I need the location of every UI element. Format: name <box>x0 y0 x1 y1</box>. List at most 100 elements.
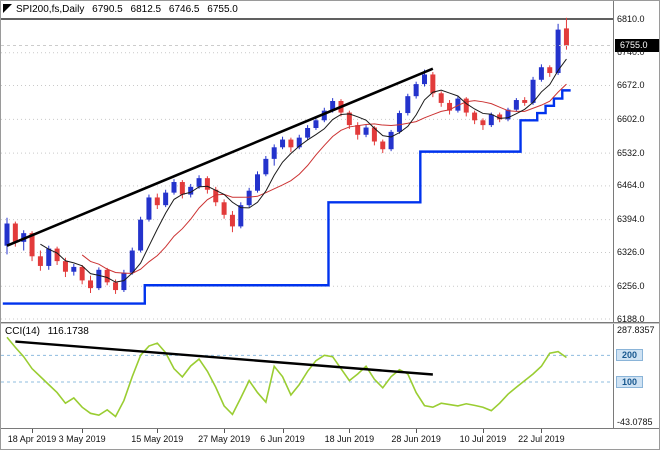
price-axis[interactable]: 6755.0 6810.0 6740.0 6672.0 6602.0 6532.0 646… <box>613 1 659 324</box>
candle-body <box>413 84 419 97</box>
candle-body <box>288 139 294 148</box>
cci-indicator-panel[interactable]: CCI(14) 116.1738 <box>1 324 613 428</box>
price-tick-label: 6326.0 <box>617 246 645 257</box>
cci-trendline[interactable] <box>15 340 433 376</box>
candle-body <box>54 248 60 262</box>
time-tick-label: 22 Jul 2019 <box>518 434 565 444</box>
candle-body <box>346 112 352 126</box>
candle-body <box>229 214 235 227</box>
time-tick-mark <box>32 429 34 433</box>
price-tick-label: 6464.0 <box>617 180 645 191</box>
candle-body <box>37 256 43 266</box>
candle-body <box>438 93 444 103</box>
candle-body <box>488 114 494 126</box>
time-tick-label: 15 May 2019 <box>131 434 184 444</box>
price-tick-label: 6256.0 <box>617 280 645 291</box>
candle-body <box>221 202 227 215</box>
cci-level-badge: 200 <box>616 349 643 362</box>
candle-body <box>530 79 536 103</box>
candle-body <box>522 100 528 103</box>
time-tick-mark <box>349 429 351 433</box>
cci-axis[interactable]: 287.8357 -43.0785 200 100 <box>613 324 659 428</box>
price-tick-label: 6394.0 <box>617 214 645 225</box>
candle-body <box>12 223 18 242</box>
time-tick-label: 3 May 2019 <box>58 434 106 444</box>
time-tick-label: 18 Jun 2019 <box>324 434 375 444</box>
candle-body <box>430 74 436 94</box>
stop-step-line <box>2 89 571 305</box>
time-tick-label: 18 Apr 2019 <box>7 434 57 444</box>
current-price-badge: 6755.0 <box>615 39 659 53</box>
price-tick-label: 6602.0 <box>617 113 645 124</box>
candle-body <box>538 67 544 80</box>
candle-body <box>121 272 127 291</box>
candlestick-chart[interactable] <box>1 1 613 322</box>
candle-body <box>179 182 185 195</box>
candle-body <box>547 67 553 74</box>
price-tick-label: 6810.0 <box>617 13 645 24</box>
price-tick-label: 6532.0 <box>617 147 645 158</box>
cci-scale-max: 287.8357 <box>617 325 655 335</box>
price-chart-panel[interactable]: SPI200,fs,Daily 6790.5 6812.5 6746.5 675… <box>1 1 613 322</box>
cci-chart[interactable] <box>1 324 613 428</box>
candle-body <box>455 98 461 111</box>
candle-body <box>480 120 486 126</box>
candle-body <box>472 112 478 121</box>
candle-body <box>563 28 569 46</box>
open-value: 6790.5 <box>92 4 123 15</box>
time-tick-mark <box>224 429 226 433</box>
time-tick-label: 28 Jun 2019 <box>391 434 441 444</box>
candle-body <box>104 269 110 283</box>
candle-body <box>62 261 68 272</box>
time-tick-label: 27 May 2019 <box>198 434 251 444</box>
candle-body <box>313 120 319 129</box>
candle-body <box>196 178 202 187</box>
chart-marker-icon <box>3 4 12 13</box>
candle-body <box>4 223 10 246</box>
candle-body <box>154 197 160 206</box>
time-tick-mark <box>416 429 418 433</box>
candle-body <box>238 205 244 227</box>
cci-level-badge: 100 <box>616 375 643 388</box>
candle-body <box>405 96 411 114</box>
candle-body <box>171 182 177 193</box>
ma-slow-line <box>81 83 567 274</box>
candle-body <box>355 125 361 135</box>
candle-body <box>396 113 402 132</box>
close-value: 6755.0 <box>207 4 238 15</box>
candle-body <box>246 190 252 206</box>
candle-body <box>497 114 503 120</box>
candle-body <box>204 178 210 190</box>
cci-value: 116.1738 <box>47 326 89 337</box>
candle-body <box>363 127 369 135</box>
time-tick-mark <box>282 429 284 433</box>
price-trendline[interactable] <box>6 67 434 247</box>
candle-body <box>321 110 327 121</box>
candle-body <box>188 186 194 195</box>
panel-splitter[interactable] <box>1 322 659 324</box>
candle-body <box>213 189 219 203</box>
candle-body <box>255 174 260 191</box>
candle-body <box>330 100 336 111</box>
candle-body <box>380 141 386 150</box>
ma-fast-line <box>40 58 567 283</box>
candle-body <box>505 109 511 120</box>
candle-body <box>129 250 135 273</box>
price-tick-label: 6740.0 <box>617 47 645 58</box>
time-axis[interactable]: 18 Apr 2019 3 May 2019 15 May 2019 27 May 2… <box>1 428 659 449</box>
price-tick-label: 6188.0 <box>617 313 645 324</box>
candle-body <box>305 128 311 138</box>
symbol-label: SPI200,fs,Daily <box>16 4 85 15</box>
price-tick-label: 6672.0 <box>617 80 645 91</box>
candle-body <box>555 29 561 74</box>
time-tick-mark <box>541 429 543 433</box>
cci-name: CCI(14) <box>5 326 41 337</box>
time-tick-mark <box>482 429 484 433</box>
cci-line <box>6 336 567 418</box>
time-tick-mark <box>157 429 159 433</box>
candle-body <box>113 282 119 291</box>
ohlc-header: SPI200,fs,Daily 6790.5 6812.5 6746.5 675… <box>16 4 243 15</box>
candle-body <box>371 127 377 142</box>
time-tick-mark <box>82 429 84 433</box>
